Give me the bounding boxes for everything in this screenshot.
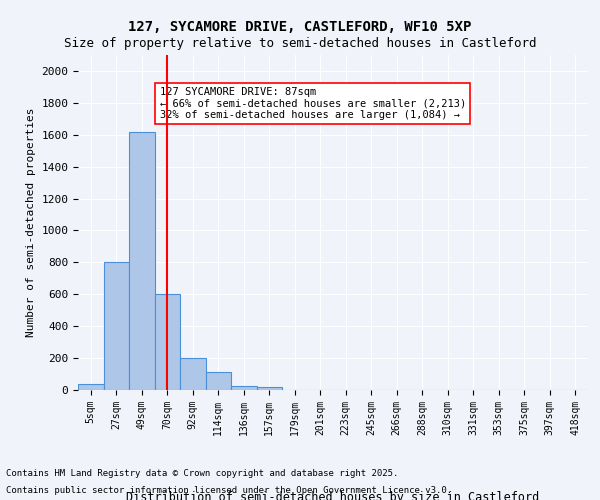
Bar (205, 372, 231, 390)
Y-axis label: Number of semi-detached properties: Number of semi-detached properties (26, 108, 36, 337)
X-axis label: Distribution of semi-detached houses by size in Castleford: Distribution of semi-detached houses by … (127, 490, 539, 500)
Bar (155, 294, 180, 390)
Bar (180, 358, 205, 390)
Text: Contains HM Land Registry data © Crown copyright and database right 2025.: Contains HM Land Registry data © Crown c… (6, 468, 398, 477)
Bar (257, 387, 282, 390)
Bar (129, 132, 155, 390)
Text: Contains public sector information licensed under the Open Government Licence v3: Contains public sector information licen… (6, 486, 452, 495)
Text: 127, SYCAMORE DRIVE, CASTLEFORD, WF10 5XP: 127, SYCAMORE DRIVE, CASTLEFORD, WF10 5X… (128, 20, 472, 34)
Bar (78, 384, 104, 390)
Bar (104, 262, 129, 390)
Bar (231, 386, 257, 390)
Text: Size of property relative to semi-detached houses in Castleford: Size of property relative to semi-detach… (64, 38, 536, 51)
Text: 127 SYCAMORE DRIVE: 87sqm
← 66% of semi-detached houses are smaller (2,213)
32% : 127 SYCAMORE DRIVE: 87sqm ← 66% of semi-… (160, 87, 466, 120)
